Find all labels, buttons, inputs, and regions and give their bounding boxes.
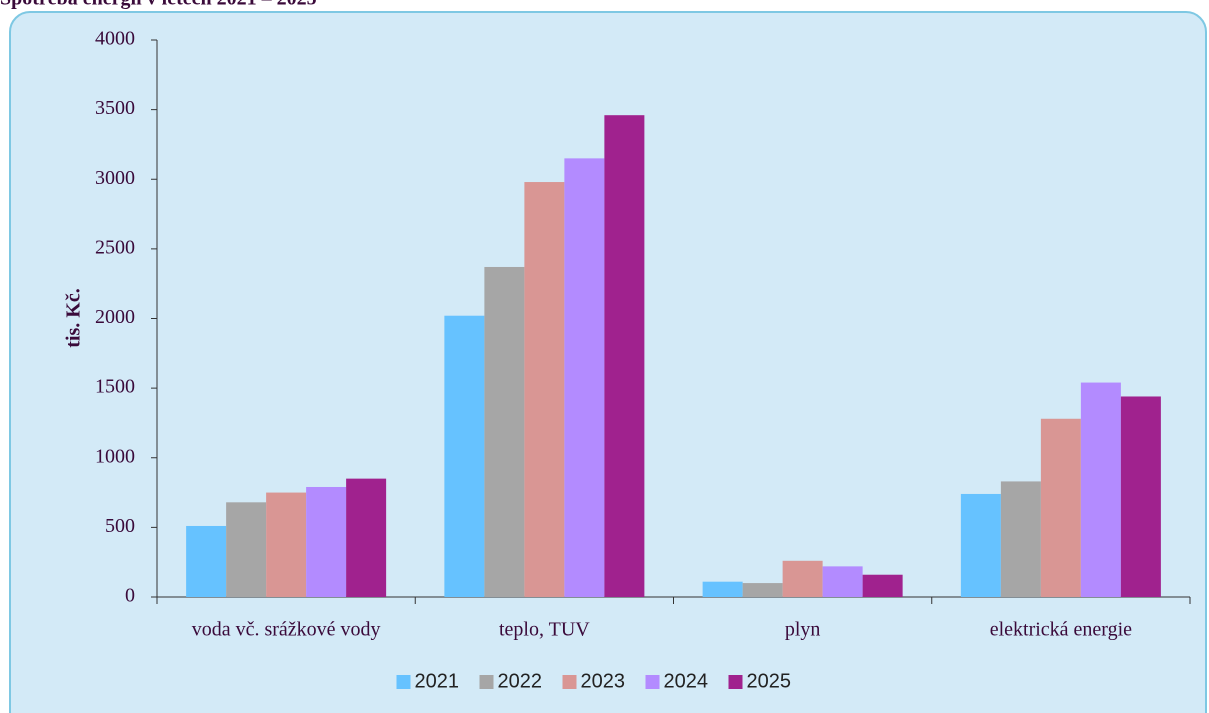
bar [1040, 418, 1081, 597]
y-tick-label: 0 [125, 585, 135, 607]
y-tick-label: 1000 [95, 445, 135, 467]
bar [960, 493, 1001, 597]
bar [782, 560, 823, 597]
legend-swatch [479, 675, 494, 689]
legend-swatch [645, 675, 660, 689]
bar [822, 566, 863, 597]
bar [564, 158, 605, 598]
bar [604, 115, 645, 597]
legend-swatch [396, 675, 411, 689]
y-tick-label: 3000 [95, 167, 135, 189]
bar [862, 574, 903, 597]
legend-swatch [562, 675, 577, 689]
bar [524, 182, 565, 597]
y-tick-label: 500 [105, 515, 135, 537]
y-tick-label: 1500 [95, 376, 135, 398]
bar [226, 502, 267, 597]
x-tick-label: voda vč. srážkové vody [192, 619, 381, 641]
x-tick-label: plyn [785, 619, 821, 641]
bar [1000, 481, 1041, 597]
x-tick-label: teplo, TUV [499, 619, 590, 641]
legend-swatch [728, 675, 743, 689]
x-tick-label: elektrická energie [990, 619, 1132, 641]
y-tick-label: 2500 [95, 236, 135, 258]
bar [742, 583, 783, 597]
bar [346, 478, 387, 597]
legend-label: 2021 [415, 670, 460, 692]
bar [1080, 382, 1121, 597]
bar [702, 581, 743, 597]
legend-label: 2024 [664, 670, 709, 692]
y-tick-label: 3500 [95, 97, 135, 119]
bar [266, 492, 307, 597]
chart-title: Spotřeba energií v letech 2021 – 2025 [0, 0, 317, 10]
bar [1120, 396, 1161, 597]
y-tick-label: 4000 [95, 28, 135, 50]
bar [484, 266, 525, 597]
bar [186, 525, 227, 597]
legend-label: 2022 [498, 670, 543, 692]
y-axis-label: tis. Kč. [63, 288, 85, 347]
legend-label: 2023 [581, 670, 626, 692]
bar [444, 315, 485, 597]
legend-label: 2025 [747, 670, 792, 692]
y-tick-label: 2000 [95, 306, 135, 328]
bar [306, 486, 347, 597]
